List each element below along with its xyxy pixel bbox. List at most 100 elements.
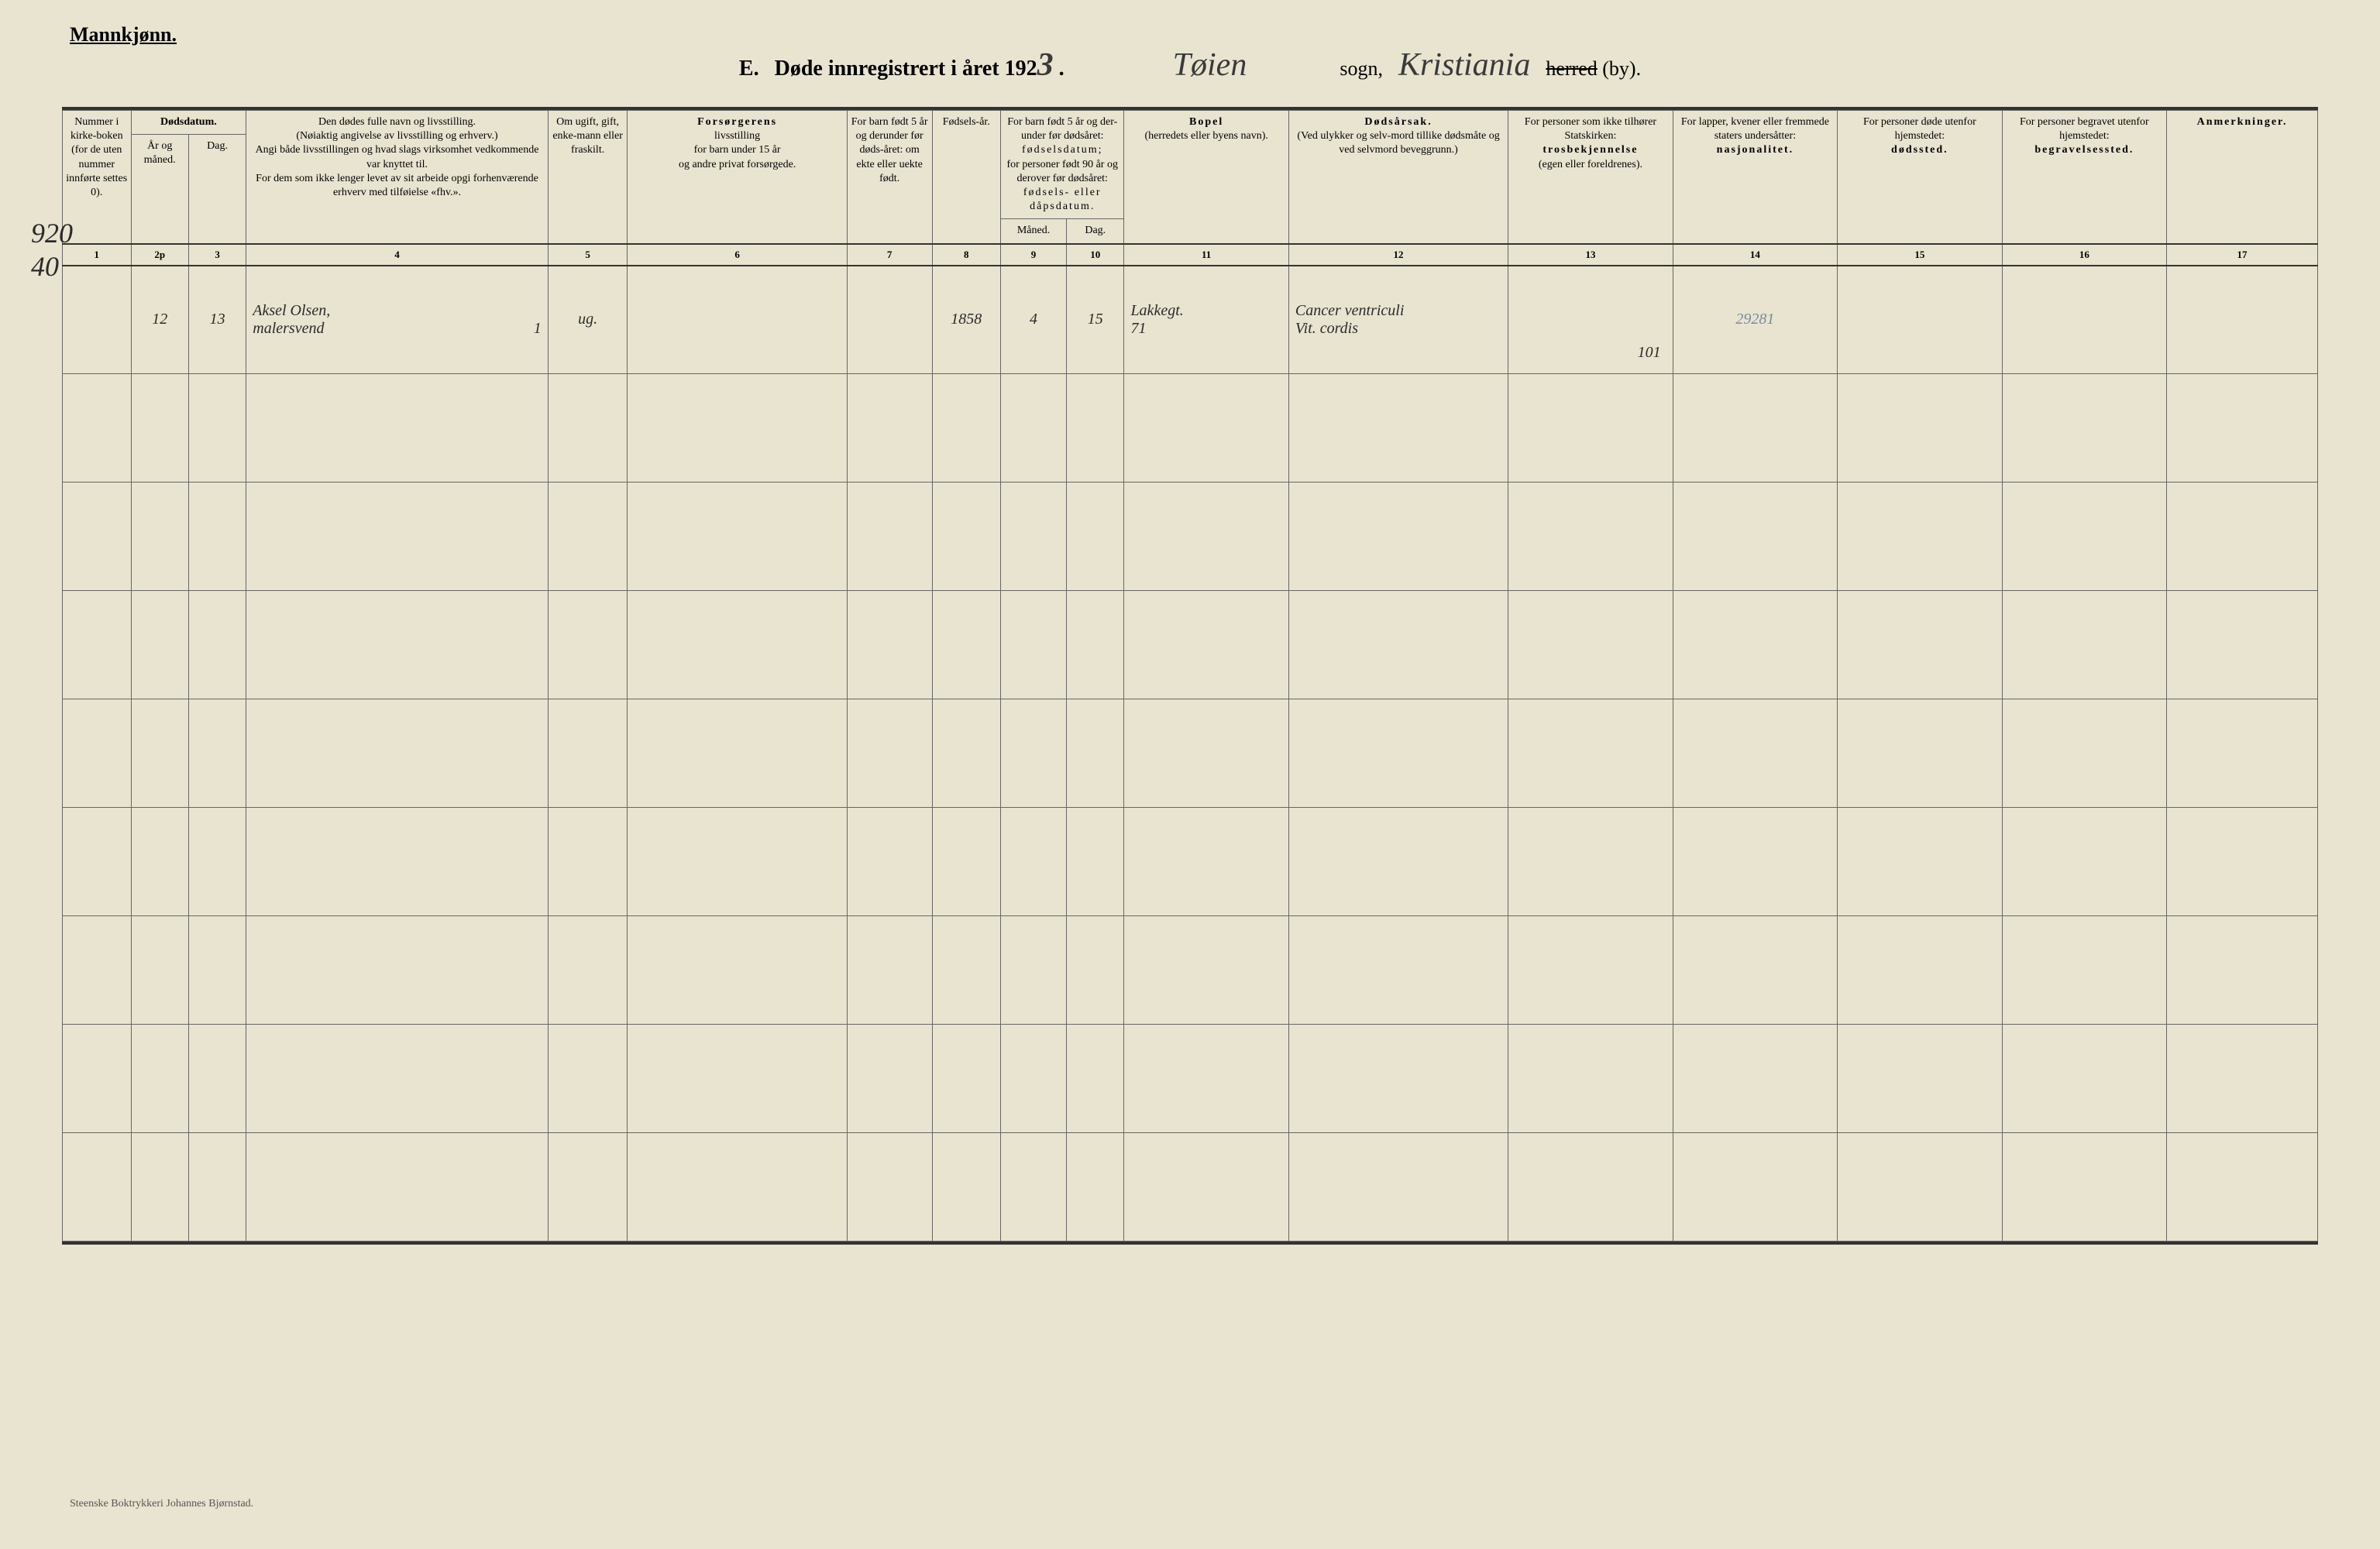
- empty-cell: [1838, 374, 2002, 483]
- cell-sivilstand: ug.: [548, 266, 628, 374]
- cell-fod-dag: 15: [1067, 266, 1124, 374]
- col9a-text: Måned.: [1017, 225, 1050, 236]
- empty-cell: [1838, 916, 2002, 1025]
- empty-cell: [1838, 483, 2002, 591]
- empty-cell: [63, 483, 132, 591]
- col8-header: Fødsels-år.: [932, 111, 1001, 244]
- col16-header-bold: begravelsessted.: [2034, 144, 2134, 156]
- table-container: Nummer i kirke-boken (for de uten nummer…: [62, 107, 2318, 1245]
- empty-row: [63, 699, 2318, 808]
- empty-cell: [1001, 699, 1067, 808]
- empty-cell: [1001, 808, 1067, 916]
- col9-header-mid: fødselsdatum;: [1022, 144, 1103, 156]
- empty-cell: [1288, 1025, 1508, 1133]
- empty-cell: [131, 1025, 188, 1133]
- document-page: 920 40 Mannkjønn. E. Døde innregistrert …: [23, 23, 2357, 1526]
- col7-header: For barn født 5 år og derunder før døds-…: [847, 111, 932, 244]
- empty-row: [63, 591, 2318, 699]
- colnum-2b: 3: [188, 244, 246, 266]
- empty-cell: [2167, 1133, 2318, 1242]
- cell-fodselsaar: 1858: [932, 266, 1001, 374]
- col16-header: For personer begravet utenfor hjemstedet…: [2002, 111, 2166, 244]
- col13-header-bold: trosbekjennelse: [1543, 144, 1638, 156]
- empty-cell: [131, 916, 188, 1025]
- col9b-header: Dag.: [1067, 219, 1124, 244]
- colnum-2a: 2p: [131, 244, 188, 266]
- col1-header-text: Nummer i kirke-boken (for de uten nummer…: [66, 116, 127, 198]
- empty-cell: [1838, 1133, 2002, 1242]
- colnum-5: 5: [548, 244, 628, 266]
- empty-cell: [847, 916, 932, 1025]
- empty-cell: [2002, 591, 2166, 699]
- herred-label: herred (by).: [1546, 57, 1641, 81]
- empty-cell: [63, 591, 132, 699]
- empty-cell: [1001, 374, 1067, 483]
- col2a-header: År og måned.: [131, 135, 188, 244]
- year-suffix: 3: [1037, 47, 1054, 83]
- empty-cell: [246, 699, 549, 808]
- register-table: Nummer i kirke-boken (for de uten nummer…: [62, 110, 2318, 1242]
- empty-cell: [63, 699, 132, 808]
- empty-cell: [1288, 483, 1508, 591]
- sogn-value: Tøien: [1173, 46, 1247, 84]
- cell-ar-maned: 12: [131, 266, 188, 374]
- empty-cell: [1838, 699, 2002, 808]
- cell-fod-maned: 4: [1001, 266, 1067, 374]
- empty-cell: [131, 374, 188, 483]
- empty-cell: [1508, 1025, 1673, 1133]
- col13-header-rest: (egen eller foreldrenes).: [1539, 159, 1642, 170]
- empty-cell: [188, 1025, 246, 1133]
- empty-cell: [628, 1133, 847, 1242]
- col9-header-top: For barn født 5 år og der-under før døds…: [1007, 116, 1117, 142]
- empty-cell: [188, 699, 246, 808]
- col5-header: Om ugift, gift, enke-mann eller fraskilt…: [548, 111, 628, 244]
- cell-trosbek: 101: [1508, 266, 1673, 374]
- empty-cell: [1673, 1133, 1837, 1242]
- data-row-1: 12 13 Aksel Olsen, malersvend 1 ug. 1858…: [63, 266, 2318, 374]
- col12-header-bold: Dødsårsak.: [1364, 116, 1432, 128]
- col13-header-text: For personer som ikke tilhører Statskirk…: [1525, 116, 1656, 142]
- cell-navn: Aksel Olsen, malersvend 1: [246, 266, 549, 374]
- cell-begravelse: [2002, 266, 2166, 374]
- empty-cell: [1067, 1133, 1124, 1242]
- col16-header-text: For personer begravet utenfor hjemstedet…: [2020, 116, 2149, 142]
- empty-cell: [1288, 1133, 1508, 1242]
- empty-cell: [847, 1133, 932, 1242]
- herred-strike: herred: [1546, 57, 1597, 80]
- col2a-text: År og måned.: [144, 140, 176, 166]
- empty-cell: [131, 483, 188, 591]
- empty-cell: [548, 374, 628, 483]
- empty-cell: [548, 1025, 628, 1133]
- empty-cell: [932, 699, 1001, 808]
- colnum-13: 13: [1508, 244, 1673, 266]
- empty-cell: [2002, 1133, 2166, 1242]
- empty-cell: [246, 1133, 549, 1242]
- empty-cell: [1124, 1025, 1288, 1133]
- empty-cell: [246, 808, 549, 916]
- empty-cell: [63, 374, 132, 483]
- header-row-1: Nummer i kirke-boken (for de uten nummer…: [63, 111, 2318, 135]
- empty-cell: [548, 916, 628, 1025]
- col2b-header: Dag.: [188, 135, 246, 244]
- col11-header-bold: Bopel: [1189, 116, 1223, 128]
- navn-text: Aksel Olsen, malersvend: [253, 302, 330, 337]
- cell-anmerkninger: [2167, 266, 2318, 374]
- col12-header: Dødsårsak. (Ved ulykker og selv-mord til…: [1288, 111, 1508, 244]
- col11-header-rest: (herredets eller byens navn).: [1144, 130, 1267, 142]
- col4-header-text: Den dødes fulle navn og livsstilling. (N…: [256, 116, 539, 198]
- empty-cell: [628, 591, 847, 699]
- col12-header-rest: (Ved ulykker og selv-mord tillike dødsmå…: [1297, 130, 1499, 156]
- empty-cell: [1124, 699, 1288, 808]
- empty-cell: [2002, 808, 2166, 916]
- empty-cell: [628, 699, 847, 808]
- empty-cell: [628, 916, 847, 1025]
- empty-cell: [1288, 699, 1508, 808]
- empty-cell: [2002, 1025, 2166, 1133]
- empty-cell: [628, 1025, 847, 1133]
- empty-cell: [1673, 916, 1837, 1025]
- col13-header: For personer som ikke tilhører Statskirk…: [1508, 111, 1673, 244]
- empty-cell: [1067, 808, 1124, 916]
- navn-suffix: 1: [534, 320, 542, 338]
- empty-cell: [932, 374, 1001, 483]
- col17-header: Anmerkninger.: [2167, 111, 2318, 244]
